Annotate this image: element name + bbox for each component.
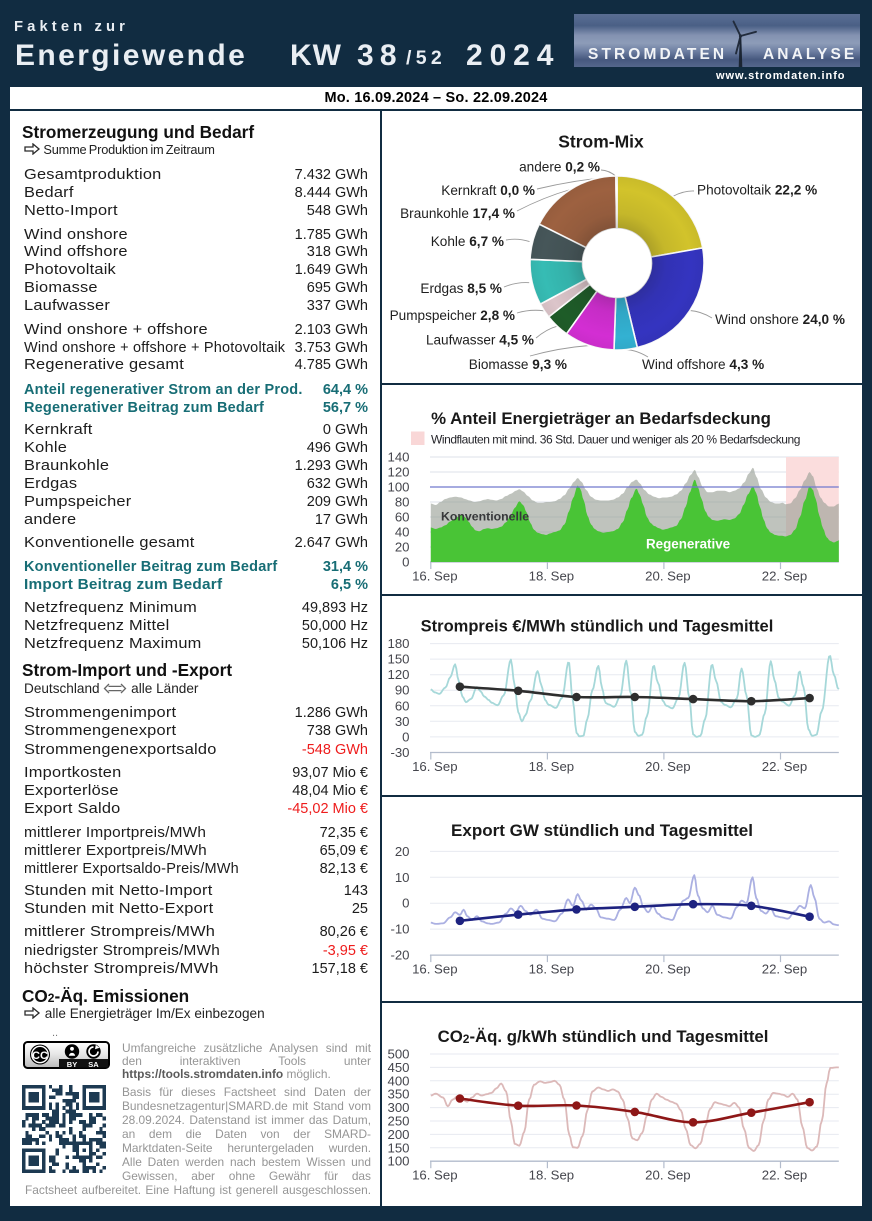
- svg-text:0: 0: [402, 896, 409, 911]
- svg-text:22. Sep: 22. Sep: [762, 569, 807, 584]
- svg-text:Windflauten mit mind. 36 Std.: Windflauten mit mind. 36 Std. Dauer und …: [431, 433, 800, 447]
- svg-text:100: 100: [387, 1154, 409, 1169]
- svg-text:450: 450: [387, 1060, 409, 1075]
- svg-text:18. Sep: 18. Sep: [529, 1168, 574, 1183]
- svg-text:Braunkohle 17,4 %: Braunkohle 17,4 %: [400, 206, 515, 221]
- svg-text:20: 20: [395, 540, 410, 555]
- svg-text:150: 150: [387, 1140, 409, 1155]
- svg-text:20. Sep: 20. Sep: [645, 962, 690, 977]
- svg-text:22. Sep: 22. Sep: [762, 1168, 807, 1183]
- svg-text:20. Sep: 20. Sep: [645, 1168, 690, 1183]
- svg-text:Kohle 6,7 %: Kohle 6,7 %: [431, 234, 504, 249]
- svg-text:andere 0,2 %: andere 0,2 %: [519, 160, 600, 175]
- svg-text:80: 80: [395, 495, 410, 510]
- svg-text:120: 120: [387, 465, 409, 480]
- svg-text:140: 140: [387, 450, 409, 465]
- svg-text:500: 500: [387, 1047, 409, 1062]
- svg-text:250: 250: [387, 1114, 409, 1129]
- svg-text:Photovoltaik 22,2 %: Photovoltaik 22,2 %: [697, 183, 817, 198]
- svg-text:BY: BY: [67, 1060, 77, 1069]
- svg-text:Regenerative: Regenerative: [646, 537, 730, 552]
- svg-text:300: 300: [387, 1100, 409, 1115]
- svg-text:-20: -20: [390, 948, 409, 963]
- svg-text:CC: CC: [32, 1050, 48, 1062]
- svg-text:150: 150: [387, 652, 409, 667]
- svg-text:90: 90: [395, 683, 410, 698]
- svg-text:20. Sep: 20. Sep: [645, 759, 690, 774]
- svg-text:Wind offshore 4,3 %: Wind offshore 4,3 %: [642, 357, 764, 372]
- svg-text:180: 180: [387, 636, 409, 651]
- svg-text:60: 60: [395, 510, 410, 525]
- svg-text:% Anteil Energieträger an Beda: % Anteil Energieträger an Bedarfsdeckung: [431, 409, 771, 428]
- svg-text:120: 120: [387, 667, 409, 682]
- svg-text:10: 10: [395, 870, 410, 885]
- svg-text:16. Sep: 16. Sep: [412, 1168, 457, 1183]
- svg-text:Pumpspeicher 2,8 %: Pumpspeicher 2,8 %: [390, 308, 515, 323]
- svg-text:40: 40: [395, 525, 410, 540]
- svg-text:16. Sep: 16. Sep: [412, 759, 457, 774]
- svg-text:18. Sep: 18. Sep: [529, 569, 574, 584]
- svg-text:18. Sep: 18. Sep: [529, 962, 574, 977]
- svg-text:400: 400: [387, 1073, 409, 1088]
- svg-text:100: 100: [387, 480, 409, 495]
- svg-text:0: 0: [402, 555, 409, 570]
- svg-text:Erdgas 8,5 %: Erdgas 8,5 %: [420, 281, 502, 296]
- svg-text:20: 20: [395, 844, 410, 859]
- svg-text:Export GW stündlich und Tagesm: Export GW stündlich und Tagesmittel: [451, 821, 753, 840]
- svg-text:-10: -10: [390, 922, 409, 937]
- svg-text:200: 200: [387, 1127, 409, 1142]
- svg-text:CO2-Äq. g/kWh stündlich und Ta: CO2-Äq. g/kWh stündlich und Tagesmittel: [438, 1027, 769, 1046]
- svg-text:Biomasse 9,3 %: Biomasse 9,3 %: [469, 357, 567, 372]
- svg-text:22. Sep: 22. Sep: [762, 962, 807, 977]
- svg-text:Strompreis €/MWh stündlich und: Strompreis €/MWh stündlich und Tagesmitt…: [421, 618, 774, 636]
- svg-text:30: 30: [395, 714, 410, 729]
- svg-text:Konventionelle: Konventionelle: [441, 510, 529, 524]
- svg-text:16. Sep: 16. Sep: [412, 962, 457, 977]
- svg-text:22. Sep: 22. Sep: [762, 759, 807, 774]
- svg-text:Strom-Mix: Strom-Mix: [558, 132, 644, 152]
- svg-text:Wind onshore 24,0 %: Wind onshore 24,0 %: [715, 312, 845, 327]
- svg-text:16. Sep: 16. Sep: [412, 569, 457, 584]
- svg-text:0: 0: [402, 729, 409, 744]
- svg-text:20. Sep: 20. Sep: [645, 569, 690, 584]
- svg-text:SA: SA: [88, 1060, 99, 1069]
- svg-text:18. Sep: 18. Sep: [529, 759, 574, 774]
- svg-text:-30: -30: [390, 745, 409, 760]
- svg-text:60: 60: [395, 698, 410, 713]
- svg-text:Laufwasser 4,5 %: Laufwasser 4,5 %: [426, 333, 534, 348]
- svg-text:Kernkraft 0,0 %: Kernkraft 0,0 %: [441, 183, 535, 198]
- svg-text:350: 350: [387, 1087, 409, 1102]
